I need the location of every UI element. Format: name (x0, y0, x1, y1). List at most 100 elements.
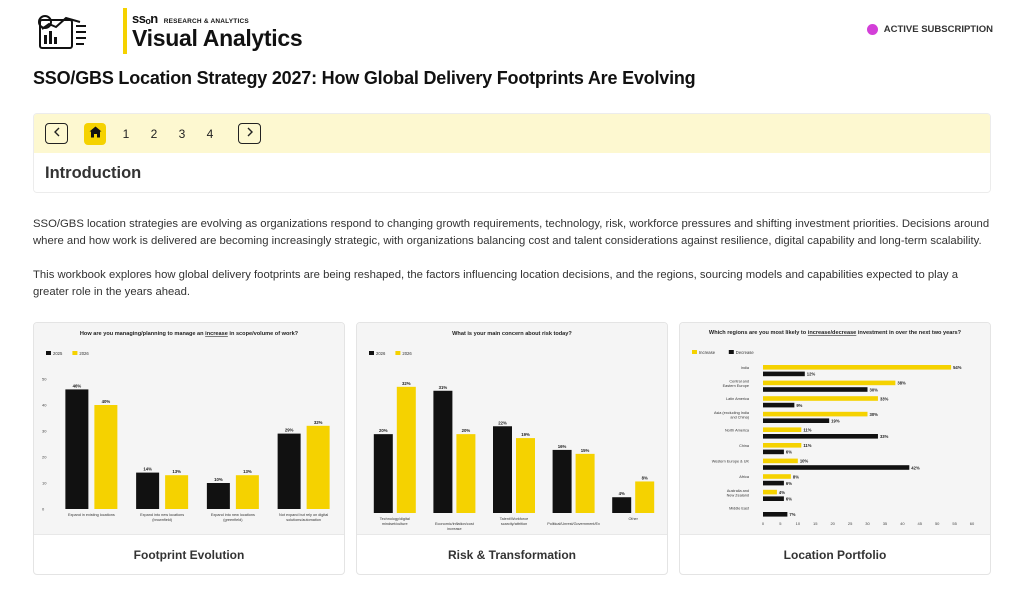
data-label: 40% (102, 399, 111, 404)
chart-footprint-evolution: How are you managing/planning to manage … (34, 323, 344, 535)
brand-top: ssₒn RESEARCH & ANALYTICS (132, 11, 249, 26)
bar (763, 365, 952, 370)
bar (165, 475, 189, 509)
y-tick-label: Asia (excluding India (714, 411, 750, 415)
card-footprint-evolution[interactable]: How are you managing/planning to manage … (33, 322, 345, 575)
brand-divider (123, 8, 127, 54)
x-tick-label: 10 (796, 521, 801, 526)
y-tick-label: 20 (42, 455, 47, 460)
bar (277, 433, 301, 509)
x-tick-label: 55 (952, 521, 957, 526)
x-tick-label: (greenfield) (223, 518, 243, 522)
bar (635, 481, 655, 513)
bar (552, 449, 572, 513)
data-label: 22% (498, 420, 507, 425)
x-tick-label: increase (447, 527, 461, 531)
x-tick-label: 60 (970, 521, 975, 526)
data-label: 46% (73, 383, 82, 388)
bar (763, 371, 805, 377)
bar (433, 390, 453, 513)
data-label: 13% (172, 469, 181, 474)
y-tick-label: India (741, 366, 750, 370)
x-tick-label: Other (628, 517, 638, 521)
data-label: 6% (786, 450, 792, 455)
data-label: 9% (796, 403, 802, 408)
y-tick-label: 10 (42, 481, 47, 486)
bar (575, 453, 595, 513)
data-label: 33% (880, 434, 889, 439)
bar (763, 396, 878, 401)
intro-paragraph-1: SSO/GBS location strategies are evolving… (33, 218, 990, 247)
bar (763, 443, 802, 448)
card-location-portfolio[interactable]: Which regions are you most likely to inc… (679, 322, 991, 575)
x-tick-label: 35 (883, 521, 888, 526)
bar (763, 480, 784, 486)
data-label: 13% (243, 469, 252, 474)
data-label: 54% (953, 365, 962, 370)
bar (306, 425, 330, 509)
bar (763, 465, 910, 470)
chart-title: Which regions are you most likely to inc… (709, 330, 962, 336)
bar (65, 389, 89, 509)
page-link-3[interactable]: 3 (178, 126, 186, 141)
y-tick-label: 40 (42, 403, 47, 408)
chart-svg: Which regions are you most likely to inc… (692, 330, 975, 526)
bar (763, 380, 896, 386)
bar (612, 497, 632, 513)
y-tick-label: New Zealand (727, 493, 749, 497)
card-label: Footprint Evolution (133, 548, 245, 562)
page-link-1[interactable]: 1 (122, 126, 130, 141)
bar (763, 449, 784, 455)
y-tick-label: Eastern Europe (723, 384, 749, 388)
header: ssₒn RESEARCH & ANALYTICS Visual Analyti… (33, 8, 993, 58)
data-label: 20% (462, 428, 471, 433)
prev-button[interactable] (45, 123, 68, 144)
chevron-right-icon (246, 127, 254, 140)
data-label: 6% (786, 481, 792, 486)
x-tick-label: Expand into new locations (211, 513, 255, 517)
data-label: 8% (642, 475, 648, 480)
x-tick-label: Expand in existing locations (68, 513, 115, 517)
pagination-bar: 1 2 3 4 (34, 114, 990, 153)
y-tick-label: 50 (42, 377, 47, 382)
data-label: 6% (786, 497, 792, 502)
data-label: 8% (793, 474, 799, 479)
y-tick-label: North America (725, 428, 750, 432)
card-label: Location Portfolio (783, 548, 887, 562)
page-link-2[interactable]: 2 (150, 126, 158, 141)
bar (763, 458, 798, 464)
chart-title-part: investment in over the next two years? (856, 330, 961, 336)
data-label: 32% (314, 420, 323, 425)
legend-label: 2026 (376, 351, 386, 356)
card-label: Risk & Transformation (447, 548, 577, 562)
x-tick-label: Economic/inflation/cost (435, 522, 475, 526)
page-link-4[interactable]: 4 (206, 126, 214, 141)
intro-paragraph-2: This workbook explores how global delive… (33, 269, 959, 298)
brand-subtitle: RESEARCH & ANALYTICS (163, 18, 249, 25)
bar (763, 434, 878, 439)
next-button[interactable] (238, 123, 261, 144)
bar (373, 434, 393, 513)
bar (763, 489, 777, 495)
bar (763, 418, 830, 423)
data-label: 30% (870, 387, 879, 392)
bar (456, 434, 476, 513)
brand-title: Visual Analytics (132, 25, 303, 51)
y-tick-label: Africa (739, 475, 750, 479)
x-tick-label: Expand into new locations (140, 513, 184, 517)
home-button[interactable] (84, 122, 106, 145)
chart-title-part: in scope/volume of work? (228, 331, 299, 337)
card-risk-transformation[interactable]: What is your main concern about risk tod… (356, 322, 668, 575)
data-label: 7% (789, 512, 795, 517)
data-label: 11% (803, 428, 811, 433)
bar (763, 496, 784, 501)
x-tick-label: Talent/Workforce (500, 517, 528, 521)
chart-svg: What is your main concern about risk tod… (369, 331, 655, 531)
chevron-left-icon (53, 127, 61, 140)
bar (516, 438, 535, 513)
data-label: 4% (619, 491, 625, 496)
x-tick-label: 5 (779, 521, 782, 526)
y-tick-label: Western Europe & UK (712, 460, 750, 464)
legend-label: Decrease (736, 350, 755, 355)
chart-title: How are you managing/planning to manage … (80, 331, 299, 337)
